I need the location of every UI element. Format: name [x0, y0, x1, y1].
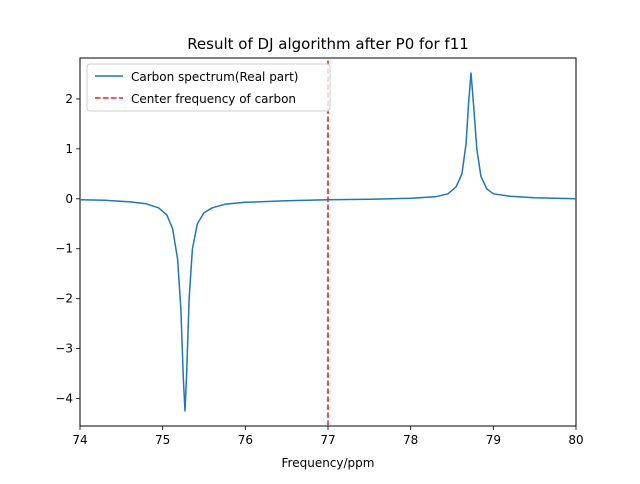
- y-tick-label: 0: [65, 192, 73, 206]
- legend: Carbon spectrum(Real part) Center freque…: [86, 63, 331, 112]
- y-tick-label: 2: [65, 92, 73, 106]
- y-tick-label: 1: [65, 142, 73, 156]
- x-tick-label: 75: [155, 433, 170, 447]
- x-tick-label: 77: [320, 433, 335, 447]
- x-tick-label: 76: [238, 433, 253, 447]
- plot-content: [79, 58, 577, 426]
- y-tick-label: −4: [55, 392, 73, 406]
- x-tick-label: 78: [403, 433, 418, 447]
- series-line-0: [79, 72, 577, 412]
- y-tick-label: −3: [55, 342, 73, 356]
- legend-box: [86, 63, 331, 112]
- legend-label-center: Center frequency of carbon: [131, 92, 296, 106]
- x-axis: 74 75 76 77 78 79 80: [72, 426, 584, 447]
- legend-label-spectrum: Carbon spectrum(Real part): [131, 70, 298, 84]
- x-tick-label: 74: [72, 433, 87, 447]
- chart-title: Result of DJ algorithm after P0 for f11: [187, 35, 469, 53]
- y-tick-label: −1: [55, 242, 73, 256]
- y-axis: −4 −3 −2 −1 0 1 2: [55, 92, 80, 406]
- x-tick-label: 79: [486, 433, 501, 447]
- x-axis-label: Frequency/ppm: [282, 456, 375, 470]
- y-tick-label: −2: [55, 292, 73, 306]
- x-tick-label: 80: [568, 433, 583, 447]
